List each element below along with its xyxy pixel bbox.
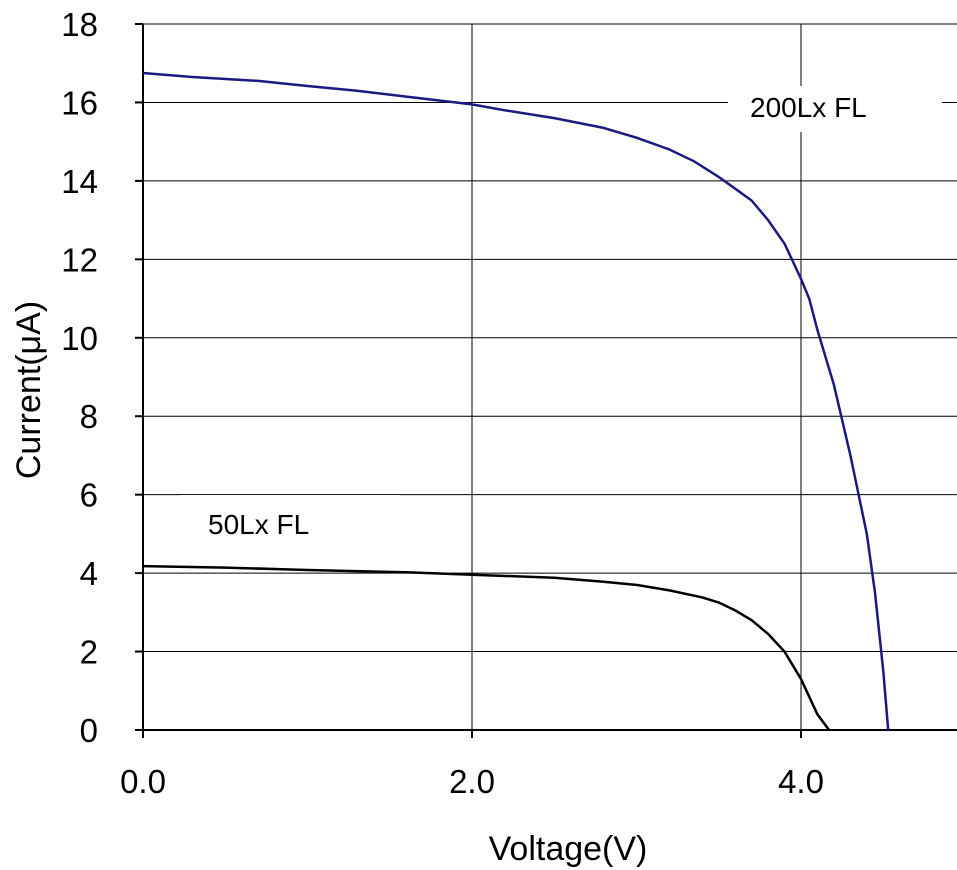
x-tick-label: 2.0 — [449, 763, 495, 800]
series-lines — [142, 71, 890, 731]
y-tick-label: 16 — [61, 84, 98, 121]
y-tick-label: 2 — [80, 634, 98, 671]
series-label-200lx: 200Lx FL — [750, 92, 867, 123]
x-tick-label: 0.0 — [120, 763, 166, 800]
tick-labels: 0 2 4 6 8 10 12 14 16 18 0.0 2.0 4.0 — [61, 6, 824, 800]
series-label-50lx: 50Lx FL — [208, 509, 309, 540]
y-tick-label: 12 — [61, 241, 98, 278]
y-tick-label: 4 — [80, 555, 98, 592]
y-tick-label: 8 — [80, 398, 98, 435]
y-tick-label: 0 — [80, 712, 98, 749]
y-tick-label: 10 — [61, 320, 98, 357]
series-line-50lx — [142, 564, 831, 731]
x-axis-title: Voltage(V) — [489, 830, 648, 868]
axes — [135, 23, 957, 738]
y-axis-title: Current(μA) — [10, 301, 48, 479]
y-tick-label: 6 — [80, 477, 98, 514]
series-labels: 200Lx FL 50Lx FL — [180, 86, 942, 555]
series-label-background — [728, 86, 942, 132]
series-line-200lx — [142, 71, 890, 731]
x-tick-label: 4.0 — [778, 763, 824, 800]
grid-lines — [143, 23, 957, 730]
y-tick-label: 14 — [61, 163, 98, 200]
y-tick-label: 18 — [61, 6, 98, 43]
series-label-background — [180, 495, 400, 555]
